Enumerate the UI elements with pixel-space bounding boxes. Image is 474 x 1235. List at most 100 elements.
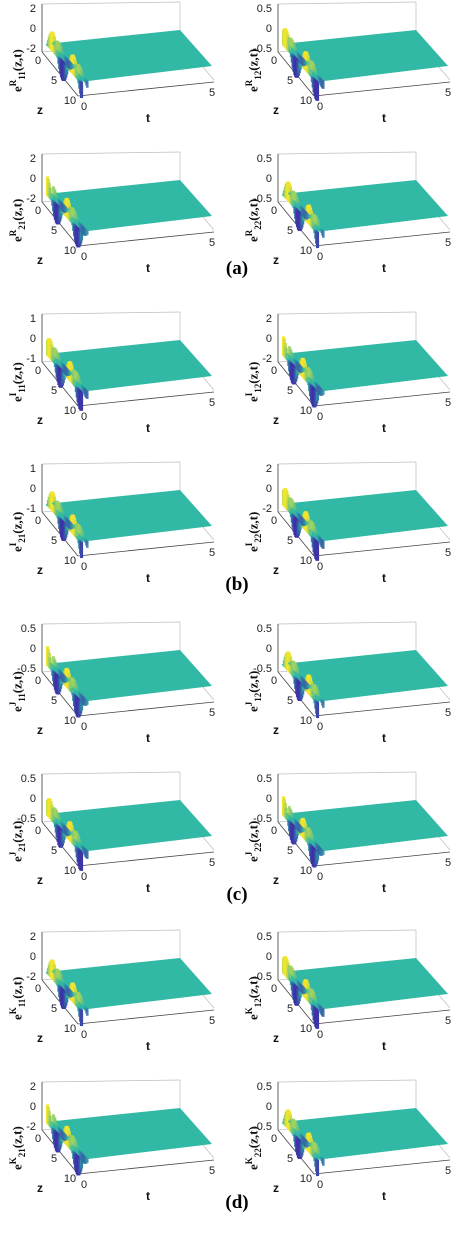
t-axis-label: t	[146, 1039, 150, 1053]
t-tick-label: 5	[209, 1165, 215, 1177]
t-axis-line	[313, 81, 451, 97]
surface-strip	[52, 814, 56, 823]
surface-strip	[60, 509, 64, 514]
surface-ridge	[46, 338, 89, 411]
axis-line	[41, 461, 181, 465]
surface-plane	[46, 800, 212, 852]
value-tick-label: -0.5	[253, 1121, 272, 1133]
z-tick-label: 10	[64, 715, 76, 727]
z-tick-label: 5	[287, 385, 293, 397]
z-tick-label: 0	[271, 515, 277, 527]
z-tick-label: 0	[271, 365, 277, 377]
surface-strip	[79, 844, 83, 846]
t-tick-label: 0	[81, 1179, 87, 1191]
surface-strip	[291, 354, 295, 358]
t-axis-label: t	[146, 261, 150, 275]
axis-line	[41, 151, 181, 155]
t-tick-label: 5	[445, 87, 451, 99]
surface-strip	[318, 1154, 322, 1157]
surface-strip	[322, 851, 325, 855]
t-tick-label: 0	[81, 721, 87, 733]
surface-strip	[69, 682, 73, 692]
value-tick-label: 0.5	[257, 153, 272, 165]
surface-strip	[60, 977, 64, 982]
surface-strip	[297, 202, 301, 205]
surface-strip	[290, 1123, 294, 1134]
z-axis-label: z	[37, 873, 43, 887]
t-tick-label: 5	[209, 707, 215, 719]
z-axis-label: z	[37, 1031, 43, 1045]
surface-strip	[52, 354, 56, 363]
surface-strip	[312, 378, 316, 382]
surface-strip	[322, 701, 325, 708]
z-tick-label: 5	[287, 695, 293, 707]
surface-strip	[313, 381, 316, 383]
t-axis-line	[313, 701, 451, 717]
surface-strip	[316, 1160, 320, 1177]
value-tick-label: 0	[266, 333, 272, 345]
surface-strip	[309, 529, 313, 536]
z-axis-line	[277, 821, 315, 867]
value-tick-label: 0.5	[21, 623, 36, 635]
surface-ridge	[46, 959, 89, 1027]
surface-ridge	[46, 31, 89, 99]
surface-ridge	[282, 28, 325, 101]
surface-strip	[288, 44, 292, 53]
surface-strip	[309, 534, 313, 537]
surface-strip	[292, 817, 295, 819]
surface-strip	[312, 838, 316, 842]
z-axis-line	[41, 201, 79, 247]
surface-strip	[75, 998, 79, 1007]
surface-strip	[317, 1151, 321, 1156]
surface-strip	[316, 852, 320, 861]
surface-strip	[79, 384, 83, 386]
surface-strip	[316, 82, 320, 101]
surface-strip	[322, 391, 325, 395]
z-axis-label: z	[37, 253, 43, 267]
surface-ridge	[46, 798, 89, 871]
surface-strip	[298, 62, 302, 70]
z-axis-label: z	[37, 413, 43, 427]
surface-panel-i21: eI21(z,t) 1 0 -1 0 5 10 0 5 z t	[0, 460, 228, 585]
t-tick-label: 0	[81, 561, 87, 573]
surface-strip	[311, 220, 315, 229]
t-axis-line	[77, 701, 215, 717]
surface-strip	[315, 534, 319, 536]
surface-plane	[282, 800, 448, 852]
surface-strip	[50, 1126, 54, 1129]
axis-line	[277, 1079, 417, 1083]
axis-line	[277, 621, 417, 625]
surface-strip	[314, 996, 317, 1002]
surface-strip	[80, 82, 84, 99]
t-tick-label: 0	[317, 561, 323, 573]
z-axis-label: z	[273, 1031, 279, 1045]
surface-strip	[294, 507, 297, 511]
surface-strip	[285, 352, 289, 360]
t-axis-label: t	[382, 571, 386, 585]
value-tick-label: 1	[30, 463, 36, 475]
surface-strip	[58, 357, 61, 361]
surface-strip	[50, 198, 54, 201]
z-tick-label: 0	[271, 825, 277, 837]
surface-strip	[294, 47, 297, 51]
z-tick-label: 5	[51, 225, 57, 237]
surface-strip	[82, 536, 86, 539]
front-axes	[41, 1082, 215, 1175]
surface-ridge	[282, 181, 325, 249]
t-axis-line	[77, 391, 215, 407]
surface-strip	[312, 695, 316, 700]
surface-strip	[315, 999, 318, 1003]
z-tick-label: 0	[35, 365, 41, 377]
surface-strip	[56, 667, 59, 669]
value-tick-label: 0	[30, 483, 36, 495]
surface-strip	[54, 505, 58, 516]
t-axis-label: t	[146, 1189, 150, 1203]
axis-line	[277, 461, 417, 465]
value-tick-label: 0	[30, 951, 36, 963]
surface-strip	[86, 1159, 89, 1163]
axis-line	[277, 929, 417, 933]
